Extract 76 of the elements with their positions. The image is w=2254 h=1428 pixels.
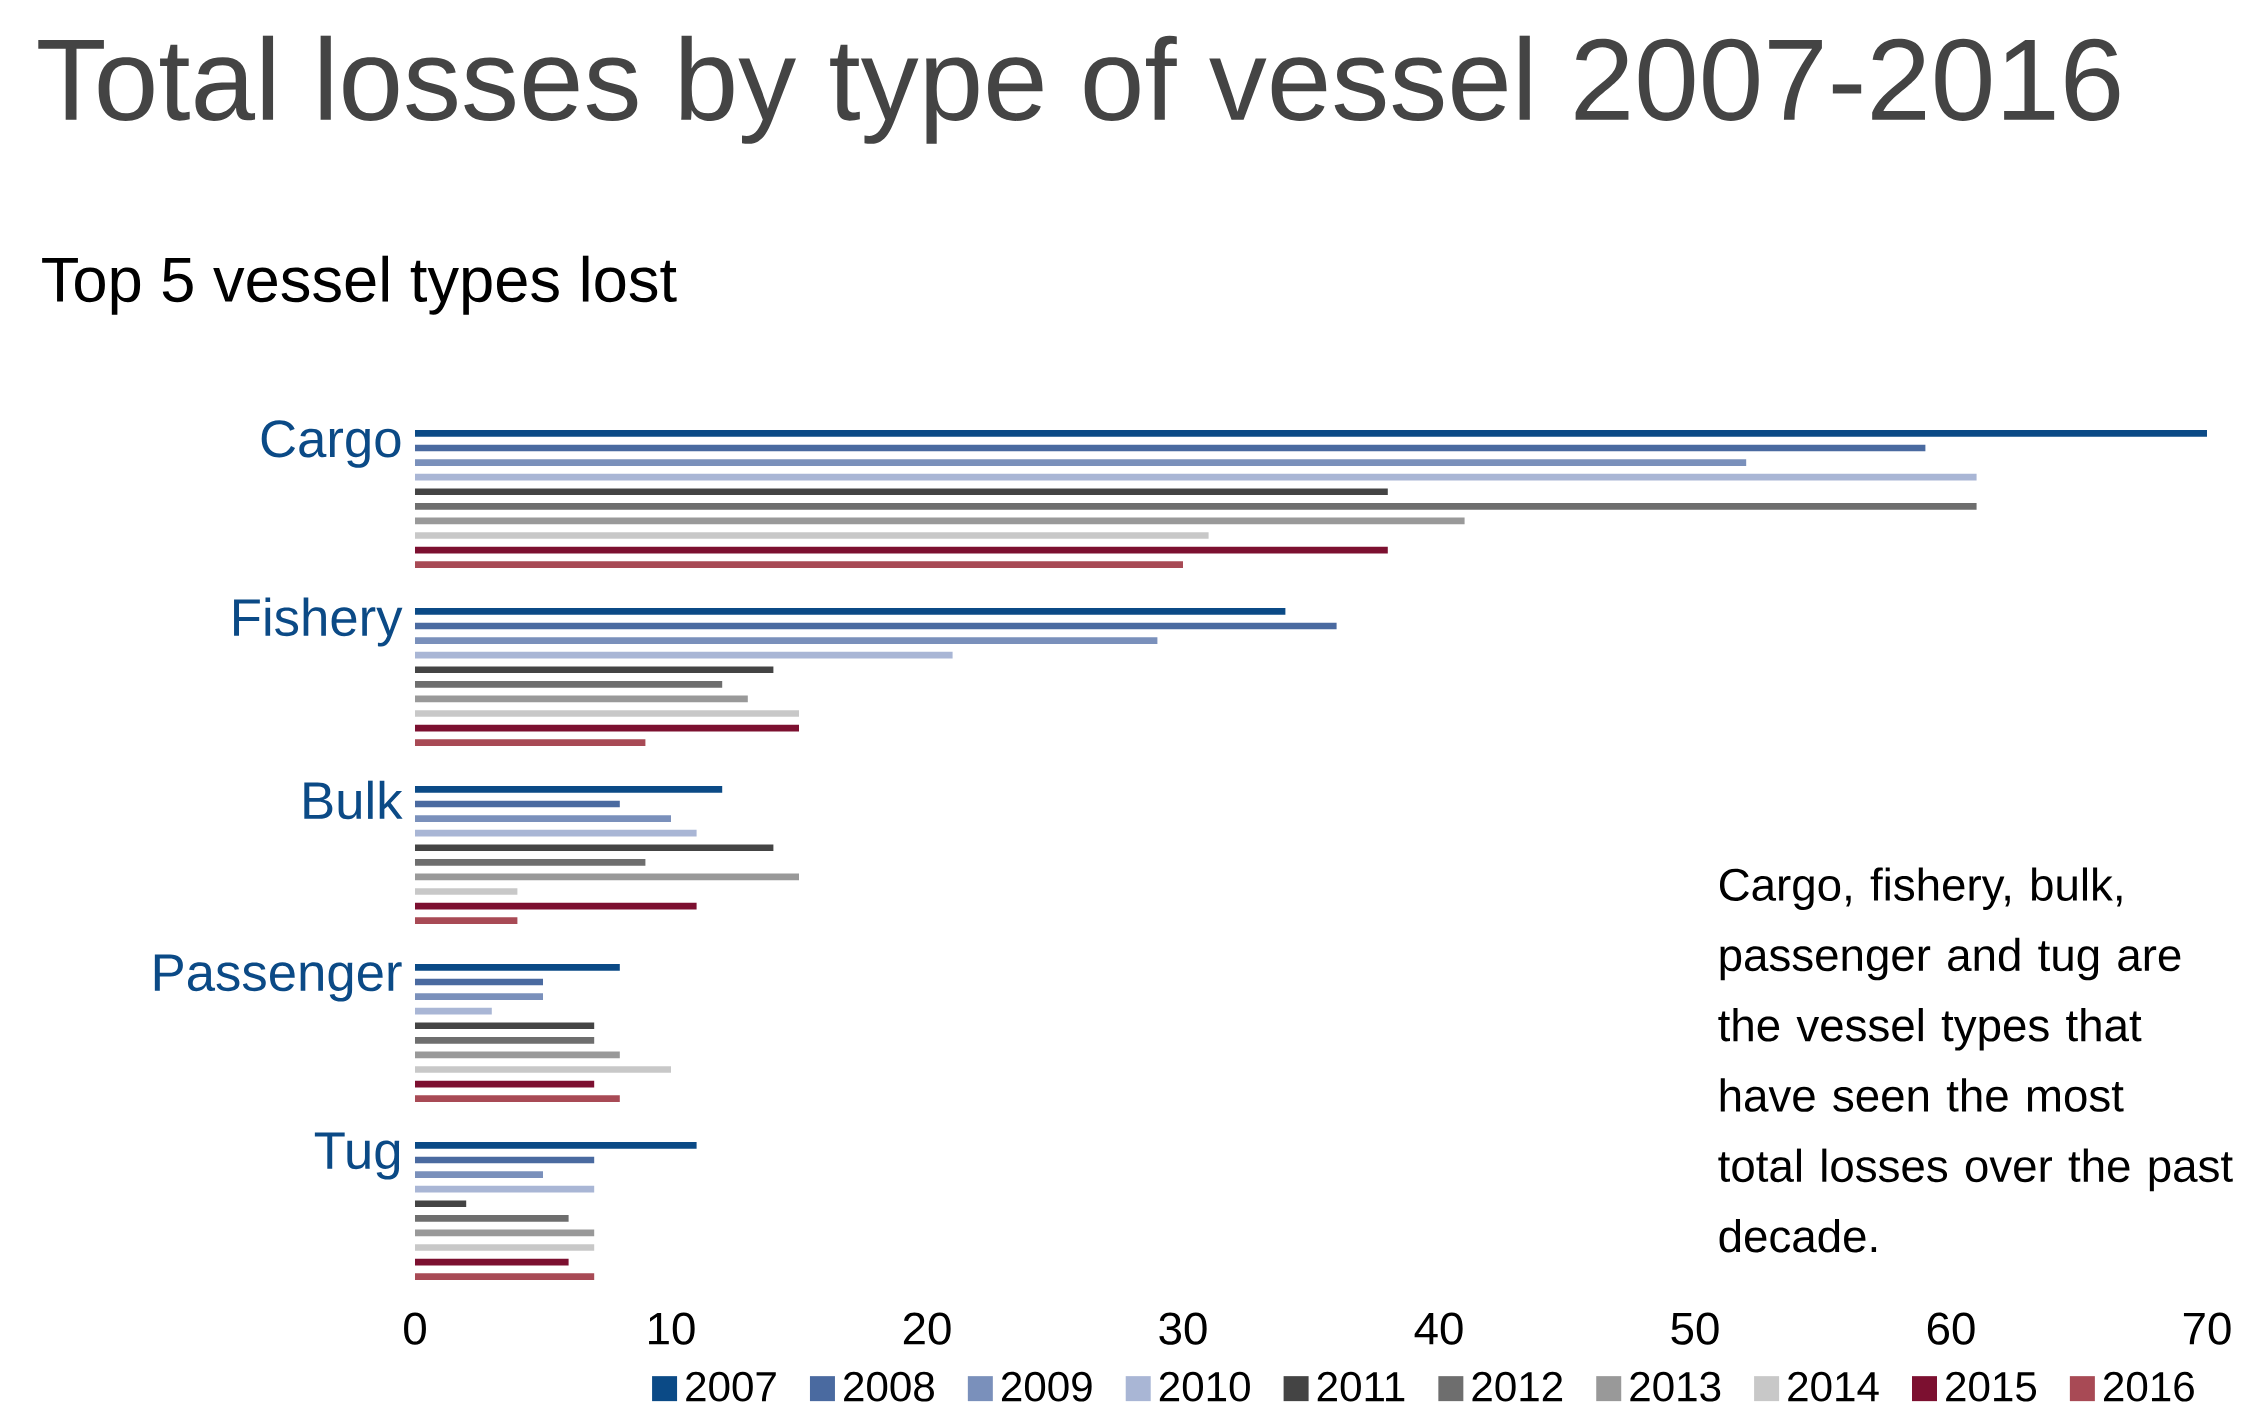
- x-tick-label: 40: [1414, 1312, 1463, 1345]
- x-tick-label: 0: [404, 1312, 426, 1345]
- bar: [415, 546, 1388, 554]
- y-tick-label: Bulk: [304, 780, 403, 820]
- bar: [415, 1022, 595, 1030]
- chart-subtitle: Top 5 vessel types lost: [42, 255, 677, 315]
- bar: [415, 1080, 595, 1088]
- bar: [415, 680, 723, 688]
- bar: [415, 695, 748, 703]
- bar: [415, 1273, 595, 1280]
- x-tick-label: 30: [1159, 1312, 1207, 1345]
- bar: [415, 873, 799, 881]
- bar: [415, 444, 1926, 452]
- y-tick-label: Passenger: [154, 954, 402, 1002]
- bar: [415, 1200, 467, 1208]
- legend-label: 2007: [686, 1371, 776, 1402]
- bar: [415, 1258, 569, 1266]
- bar: [415, 1142, 697, 1149]
- bar: [415, 1229, 595, 1237]
- x-tick-label: 60: [1927, 1312, 1975, 1345]
- bar: [415, 917, 518, 924]
- bar: [415, 1185, 595, 1193]
- bar: [415, 739, 646, 746]
- bar: [415, 459, 1747, 466]
- legend-label: 2008: [844, 1371, 934, 1402]
- bar: [415, 800, 620, 808]
- bar: [415, 473, 1977, 481]
- bar: [415, 1171, 543, 1178]
- legend-label: 2009: [1001, 1371, 1092, 1402]
- y-tick-label: Cargo: [261, 420, 401, 468]
- bar: [415, 1214, 569, 1222]
- x-tick-label: 50: [1671, 1312, 1719, 1345]
- bar: [415, 815, 671, 822]
- bar: [415, 1095, 620, 1102]
- legend-label: 2014: [1788, 1371, 1879, 1402]
- chart-title: Total losses by type of vessel 2007-2016: [38, 35, 2120, 144]
- annotation: Cargo, fishery, bulk, passenger and tug are the vessel types that have seen the most total losses over the past decade.: [1718, 867, 2233, 1253]
- bar: [415, 724, 799, 732]
- legend-label: 2016: [2103, 1371, 2194, 1402]
- bar: [415, 1156, 595, 1164]
- y-tick-label: Fishery: [234, 597, 403, 647]
- bar: [415, 710, 799, 717]
- bar: [415, 1051, 620, 1059]
- bar: [415, 622, 1337, 630]
- bar: [415, 532, 1209, 539]
- x-tick-label: 70: [2183, 1312, 2231, 1345]
- legend-label: 2013: [1630, 1371, 1721, 1402]
- bar: [415, 637, 1158, 644]
- bar: [415, 502, 1977, 510]
- bar: [415, 964, 620, 971]
- y-tick-label: Tug: [314, 1132, 400, 1180]
- bar: [415, 1066, 671, 1073]
- bar: [415, 993, 543, 1000]
- bar: [415, 1007, 492, 1015]
- bar: [415, 561, 1183, 568]
- bar: [415, 1036, 595, 1044]
- bar: [415, 888, 518, 895]
- bar: [415, 608, 1286, 615]
- legend-label: 2015: [1946, 1371, 2037, 1402]
- bar: [415, 829, 697, 837]
- bar: [415, 517, 1465, 525]
- bar: [415, 651, 953, 659]
- bar: [415, 844, 774, 852]
- bar: [415, 666, 774, 674]
- x-tick-label: 10: [649, 1312, 695, 1345]
- legend-label: 2012: [1472, 1371, 1563, 1402]
- legend-label: 2010: [1159, 1371, 1250, 1402]
- bar: [415, 978, 543, 986]
- bar: [415, 1244, 595, 1251]
- bar: [415, 430, 2207, 437]
- x-tick-label: 20: [903, 1312, 951, 1345]
- bar: [415, 488, 1388, 496]
- legend-label: 2011: [1317, 1371, 1405, 1402]
- bar: [415, 858, 646, 866]
- bar: [415, 786, 723, 793]
- bar: [415, 902, 697, 910]
